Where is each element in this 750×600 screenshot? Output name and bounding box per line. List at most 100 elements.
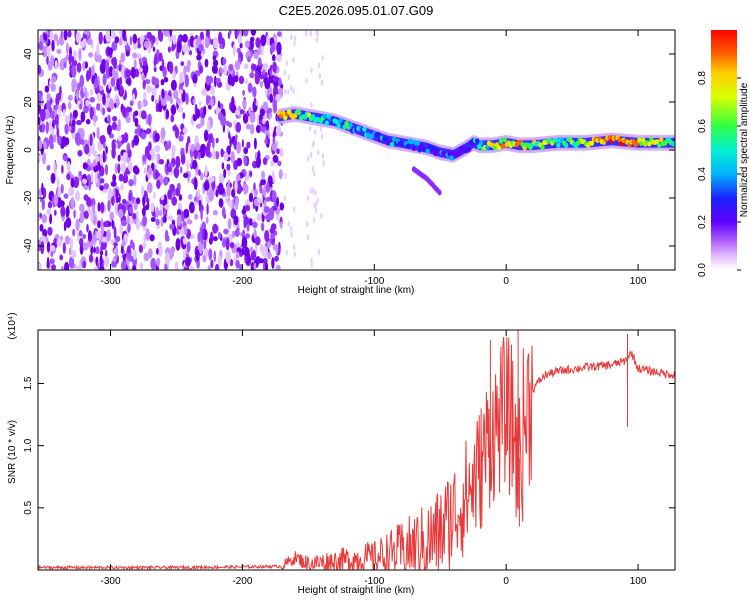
noise-cell: [203, 129, 209, 142]
noise-cell: [64, 261, 70, 270]
noise-cell: [90, 171, 94, 184]
noise-cell: [198, 101, 202, 107]
sparse-noise-cell: [314, 189, 317, 196]
noise-cell: [111, 260, 116, 268]
noise-cell: [163, 30, 170, 37]
noise-cell: [122, 151, 127, 164]
noise-cell: [262, 118, 266, 125]
noise-cell: [221, 206, 226, 218]
noise-cell: [98, 31, 103, 45]
noise-cell: [62, 108, 66, 117]
colorbar-tick-label: 0.4: [697, 167, 708, 181]
noise-cell: [99, 250, 104, 256]
noise-cell: [50, 172, 56, 184]
noise-cell: [63, 62, 67, 69]
noise-cell: [90, 65, 95, 78]
noise-cell: [168, 140, 171, 150]
noise-cell: [189, 201, 195, 214]
noise-cell: [210, 259, 214, 269]
noise-cell: [182, 237, 187, 245]
noise-cell: [57, 135, 63, 146]
noise-cell: [76, 62, 82, 73]
snr-y-label: SNR (10 * v/v): [7, 420, 18, 484]
noise-cell: [128, 160, 133, 172]
noise-cell: [93, 78, 99, 89]
noise-cell: [219, 43, 224, 49]
sparse-noise-cell: [287, 220, 290, 227]
noise-cell: [252, 221, 258, 228]
noise-cell: [257, 57, 262, 67]
noise-cell: [183, 208, 190, 219]
noise-cell: [99, 85, 104, 92]
noise-cell: [99, 185, 104, 191]
noise-cell: [243, 147, 249, 155]
noise-cell: [265, 120, 269, 131]
noise-cell: [107, 124, 112, 136]
ridge-cell: [391, 136, 397, 142]
noise-cell: [253, 188, 258, 197]
noise-cell: [112, 68, 116, 77]
noise-cell: [193, 177, 198, 190]
noise-cell: [88, 178, 92, 191]
noise-cell: [92, 114, 98, 122]
noise-cell: [102, 93, 106, 106]
noise-cell: [115, 98, 120, 106]
noise-cell: [256, 155, 261, 169]
noise-cell: [40, 241, 45, 255]
noise-cell: [53, 209, 57, 216]
noise-cell: [100, 225, 105, 235]
noise-cell: [107, 199, 111, 212]
noise-cell: [74, 132, 81, 146]
noise-cell: [50, 83, 56, 92]
sparse-noise-cell: [311, 141, 314, 148]
noise-cell: [143, 167, 147, 175]
noise-cell: [264, 230, 270, 242]
ridge-cell: [296, 109, 302, 116]
noise-cell: [272, 61, 277, 73]
noise-cell: [77, 82, 81, 91]
noise-cell: [241, 247, 245, 256]
noise-cell: [234, 229, 240, 237]
noise-cell: [208, 176, 215, 183]
sparse-noise-cell: [287, 88, 290, 95]
noise-cell: [260, 222, 265, 232]
noise-cell: [140, 110, 147, 120]
sparse-noise-cell: [318, 72, 322, 79]
noise-cell: [53, 119, 59, 125]
noise-cell: [68, 256, 75, 269]
noise-cell: [60, 142, 65, 149]
noise-cell: [260, 34, 267, 47]
sparse-noise-cell: [317, 149, 320, 156]
noise-cell: [234, 60, 241, 71]
noise-cell: [223, 228, 229, 235]
noise-cell: [267, 107, 273, 113]
noise-cell: [244, 40, 250, 49]
noise-cell: [133, 134, 140, 146]
noise-cell: [45, 121, 49, 134]
noise-cell: [164, 143, 169, 151]
noise-cell: [254, 236, 261, 246]
noise-cell: [186, 219, 193, 225]
noise-cell: [53, 104, 58, 110]
noise-cell: [202, 228, 205, 240]
noise-cell: [208, 188, 215, 202]
noise-cell: [147, 153, 152, 161]
noise-cell: [99, 62, 106, 74]
noise-cell: [182, 248, 187, 260]
noise-cell: [114, 85, 117, 92]
ridge-cell: [405, 143, 411, 149]
ridge-cell: [348, 122, 353, 128]
noise-cell: [222, 57, 227, 65]
noise-cell: [115, 245, 118, 258]
noise-cell: [143, 233, 147, 243]
ridge-cell: [478, 140, 484, 146]
noise-cell: [53, 160, 56, 173]
noise-cell: [56, 177, 60, 188]
noise-cell: [147, 113, 152, 127]
noise-cell: [101, 107, 106, 116]
noise-cell: [161, 97, 167, 107]
sparse-noise-cell: [314, 128, 317, 135]
noise-cell: [71, 85, 75, 93]
sparse-noise-cell: [285, 249, 288, 256]
noise-cell: [248, 192, 254, 203]
